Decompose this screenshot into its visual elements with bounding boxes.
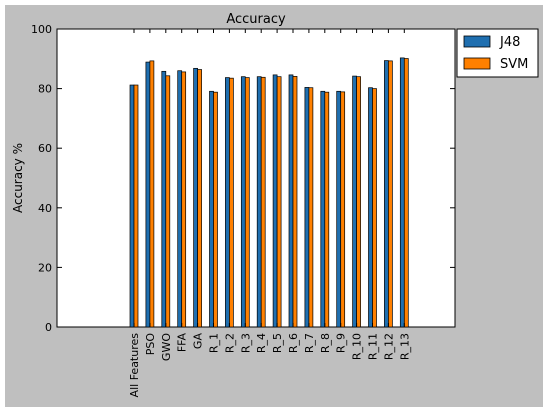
bar-svm-r-3 xyxy=(244,77,250,328)
bar-svm-r-1 xyxy=(213,91,218,328)
bar-j48-pso xyxy=(145,61,151,328)
x-tick-label: FFA xyxy=(176,333,189,353)
bars-group xyxy=(129,57,409,328)
bar-svm-gwo xyxy=(165,75,171,328)
bar-j48-ga xyxy=(193,67,198,328)
bar-svm-r-8 xyxy=(324,91,330,328)
bar-j48-r-8 xyxy=(320,90,326,328)
bar-j48-r-1 xyxy=(209,90,214,328)
x-tick-label: GWO xyxy=(160,333,173,361)
x-tick-label: R_11 xyxy=(367,333,380,360)
bar-svm-r-10 xyxy=(356,76,361,328)
bar-svm-pso xyxy=(149,60,155,328)
y-tick-label: 40 xyxy=(38,202,52,215)
x-tick-label: R_13 xyxy=(398,333,411,360)
x-tick-label: R_12 xyxy=(382,333,395,360)
bar-j48-r-11 xyxy=(368,87,373,328)
bar-j48-r-5 xyxy=(272,74,278,328)
bar-svm-r-13 xyxy=(403,58,409,328)
x-tick-label: R_1 xyxy=(208,333,221,353)
x-tick-label: GA xyxy=(192,333,205,350)
x-tick-label: R_7 xyxy=(303,333,316,353)
chart-title: Accuracy xyxy=(226,12,286,27)
x-tick-label: R_5 xyxy=(271,333,284,353)
legend-swatch-svm xyxy=(463,57,491,70)
y-tick-label: 80 xyxy=(38,83,52,96)
bar-j48-r-13 xyxy=(399,57,405,328)
y-tick-label: 60 xyxy=(38,142,52,155)
x-tick-label: R_8 xyxy=(319,333,332,353)
x-tick-label: R_9 xyxy=(335,333,348,353)
bar-svm-r-5 xyxy=(276,76,282,328)
bar-j48-r-9 xyxy=(336,90,342,328)
bar-j48-r-12 xyxy=(384,60,389,328)
bar-svm-ga xyxy=(197,69,202,328)
bar-svm-r-7 xyxy=(308,87,314,328)
legend-swatch-j48 xyxy=(463,35,491,48)
bar-j48-all-features xyxy=(129,84,135,328)
bar-j48-r-10 xyxy=(352,75,357,328)
bar-svm-r-4 xyxy=(260,76,266,328)
y-axis-label: Accuracy % xyxy=(11,143,25,213)
legend: J48 SVM xyxy=(456,28,539,78)
y-axis: 0 20 40 60 80 100 xyxy=(31,23,455,334)
legend-label-svm: SVM xyxy=(500,57,528,72)
bar-svm-r-11 xyxy=(372,88,377,328)
bar-svm-r-12 xyxy=(388,60,393,328)
bar-svm-all-features xyxy=(133,84,139,328)
y-tick-label: 0 xyxy=(45,321,52,334)
bar-j48-r-2 xyxy=(225,77,230,328)
plot-area xyxy=(56,28,456,328)
bar-j48-r-4 xyxy=(256,76,262,328)
x-tick-label: R_3 xyxy=(239,333,252,353)
y-tick-label: 20 xyxy=(38,261,52,274)
bar-j48-r-6 xyxy=(288,74,294,328)
x-tick-label: R_6 xyxy=(287,333,300,353)
bar-j48-r-7 xyxy=(304,87,310,328)
x-tick-label: R_2 xyxy=(223,333,236,353)
bar-svm-r-9 xyxy=(340,91,346,328)
y-tick-label: 100 xyxy=(31,23,52,36)
legend-label-j48: J48 xyxy=(499,35,520,50)
bar-j48-gwo xyxy=(161,70,167,328)
bar-j48-ffa xyxy=(177,70,183,328)
bar-svm-r-2 xyxy=(229,77,234,328)
x-tick-label: R_4 xyxy=(255,333,268,353)
x-tick-label: R_10 xyxy=(351,333,364,360)
x-tick-label: PSO xyxy=(144,333,157,356)
x-axis: All Features PSO GWO FFA GA R_1 R_2 R_3 R_4 R_5 R_… xyxy=(128,29,411,397)
bar-svm-r-6 xyxy=(292,76,298,328)
x-tick-label: All Features xyxy=(128,333,141,398)
bar-svm-ffa xyxy=(181,71,187,328)
bar-j48-r-3 xyxy=(240,76,246,328)
